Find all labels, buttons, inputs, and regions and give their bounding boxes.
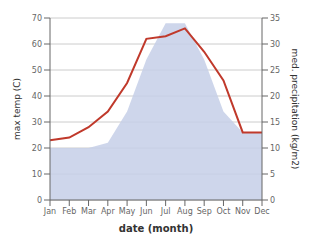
svg-text:max temp (C): max temp (C) (12, 78, 22, 140)
svg-text:Oct: Oct (217, 207, 231, 216)
svg-text:Dec: Dec (254, 207, 269, 216)
svg-text:15: 15 (270, 118, 280, 127)
svg-text:70: 70 (32, 14, 42, 23)
svg-text:5: 5 (270, 170, 275, 179)
svg-text:20: 20 (32, 144, 42, 153)
svg-text:Jun: Jun (139, 207, 153, 216)
svg-text:Nov: Nov (235, 207, 251, 216)
svg-text:Sep: Sep (197, 207, 212, 216)
svg-text:30: 30 (32, 118, 42, 127)
svg-text:med. precipitation (kg/m2): med. precipitation (kg/m2) (290, 49, 300, 170)
svg-text:25: 25 (270, 66, 280, 75)
svg-text:35: 35 (270, 14, 280, 23)
svg-text:Mar: Mar (81, 207, 97, 216)
svg-text:60: 60 (32, 40, 42, 49)
svg-text:30: 30 (270, 40, 280, 49)
svg-text:40: 40 (32, 92, 42, 101)
svg-text:10: 10 (32, 170, 42, 179)
svg-text:0: 0 (37, 196, 42, 205)
svg-text:50: 50 (32, 66, 42, 75)
svg-text:May: May (119, 207, 136, 216)
svg-text:20: 20 (270, 92, 280, 101)
svg-text:Aug: Aug (177, 207, 193, 216)
svg-text:Jul: Jul (160, 207, 171, 216)
svg-text:Apr: Apr (101, 207, 116, 216)
svg-text:10: 10 (270, 144, 280, 153)
svg-text:0: 0 (270, 196, 275, 205)
svg-text:Feb: Feb (62, 207, 76, 216)
svg-text:Jan: Jan (43, 207, 56, 216)
svg-text:date (month): date (month) (119, 223, 193, 234)
